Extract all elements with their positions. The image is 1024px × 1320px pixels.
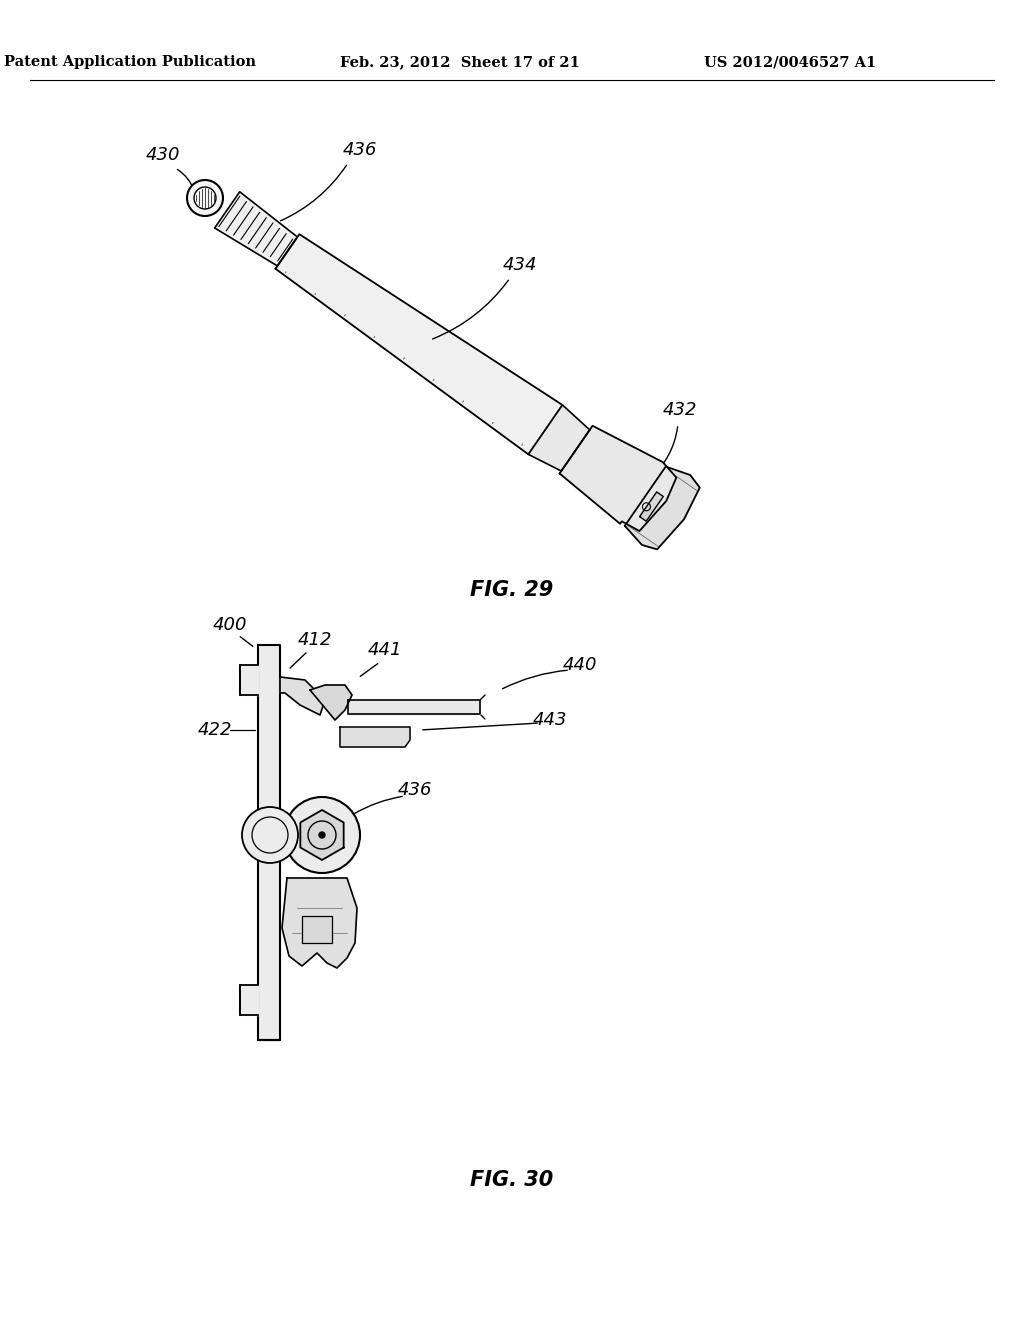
Polygon shape	[302, 916, 332, 942]
Polygon shape	[275, 234, 562, 454]
Circle shape	[187, 180, 223, 216]
Text: 422: 422	[198, 721, 232, 739]
Text: 440: 440	[563, 656, 597, 675]
Circle shape	[284, 797, 360, 873]
Text: 412: 412	[298, 631, 332, 649]
Polygon shape	[559, 426, 676, 531]
Polygon shape	[310, 685, 352, 719]
Polygon shape	[340, 727, 410, 747]
Text: 436: 436	[397, 781, 432, 799]
Text: FIG. 29: FIG. 29	[470, 579, 554, 601]
Polygon shape	[240, 985, 258, 1015]
Circle shape	[242, 807, 298, 863]
Polygon shape	[625, 466, 699, 549]
Text: 441: 441	[368, 642, 402, 659]
Polygon shape	[215, 191, 297, 265]
Text: 434: 434	[503, 256, 538, 275]
Text: 443: 443	[532, 711, 567, 729]
Text: 436: 436	[343, 141, 377, 158]
Text: Feb. 23, 2012  Sheet 17 of 21: Feb. 23, 2012 Sheet 17 of 21	[340, 55, 580, 69]
Polygon shape	[282, 878, 357, 968]
Polygon shape	[280, 677, 325, 715]
Text: US 2012/0046527 A1: US 2012/0046527 A1	[703, 55, 877, 69]
Text: 430: 430	[145, 147, 180, 164]
Text: 432: 432	[663, 401, 697, 418]
Text: FIG. 30: FIG. 30	[470, 1170, 554, 1191]
Polygon shape	[348, 700, 480, 714]
Circle shape	[319, 832, 325, 838]
Polygon shape	[640, 492, 664, 521]
Polygon shape	[240, 665, 258, 696]
Text: Patent Application Publication: Patent Application Publication	[4, 55, 256, 69]
Text: 400: 400	[213, 616, 247, 634]
Polygon shape	[300, 810, 344, 861]
Polygon shape	[528, 405, 590, 471]
Polygon shape	[258, 645, 280, 1040]
